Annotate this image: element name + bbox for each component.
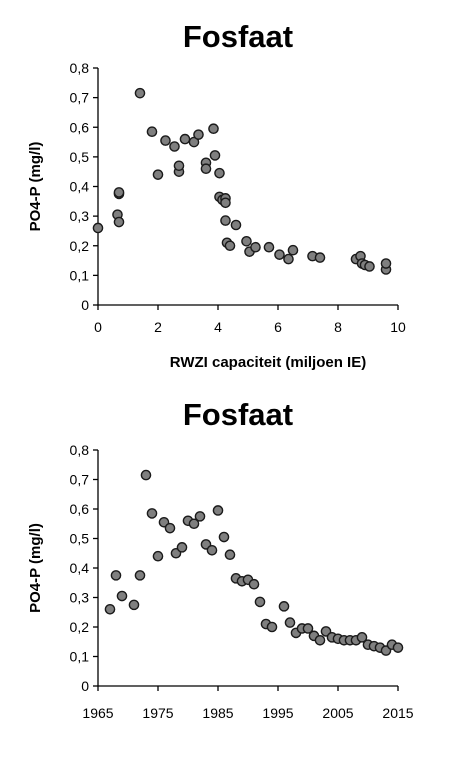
- data-point: [188, 518, 200, 530]
- x-tick-label: 2005: [322, 705, 353, 721]
- data-point: [113, 187, 125, 198]
- data-point: [208, 123, 219, 135]
- chart-year: Fosfaat 0 0,1 0,2 0,3 0,4 0,5 0,6 0,7 0,8 1965 1975…: [27, 397, 414, 721]
- data-point: [193, 129, 204, 140]
- data-point: [146, 508, 158, 519]
- data-point: [169, 141, 180, 152]
- y-axis-label: PO4-P (mg/l): [27, 142, 44, 232]
- y-tick-label: 0,8: [70, 442, 90, 458]
- x-tick-label: 1975: [142, 705, 173, 721]
- data-point: [194, 511, 206, 522]
- data-point: [392, 642, 404, 653]
- data-point: [212, 505, 224, 516]
- y-tick-label: 0,5: [70, 149, 90, 165]
- y-axis-label: PO4-P (mg/l): [27, 523, 44, 613]
- data-point: [220, 197, 231, 209]
- data-point: [176, 542, 188, 553]
- data-point: [283, 253, 294, 265]
- data-point: [364, 261, 375, 272]
- data-point: [140, 469, 152, 481]
- chart-title: Fosfaat: [183, 397, 293, 432]
- x-tick-label: 1965: [82, 705, 113, 721]
- chart-capacity: Fosfaat 0 0,1 0,2 0,3 0,4 0,5 0,6 0,7 0,8 0 2 4 6 8 10 P…: [27, 19, 406, 371]
- data-point: [263, 241, 275, 253]
- x-axis-label: RWZI capaciteit (miljoen IE): [170, 354, 366, 371]
- data-point: [220, 215, 231, 226]
- y-tick-label: 0: [81, 678, 89, 694]
- y-tick-label: 0,7: [70, 90, 90, 106]
- chart-title: Fosfaat: [183, 19, 293, 54]
- data-point: [356, 632, 368, 643]
- data-point: [218, 531, 230, 543]
- data-point: [230, 219, 242, 231]
- data-point: [254, 596, 266, 608]
- data-point: [278, 601, 290, 612]
- data-point: [287, 244, 299, 256]
- data-point: [224, 549, 236, 561]
- y-tick-label: 0,2: [70, 619, 90, 635]
- data-point: [284, 617, 296, 628]
- data-point: [160, 135, 171, 146]
- data-point: [214, 167, 225, 179]
- y-tick-label: 0: [81, 297, 89, 313]
- data-point: [152, 550, 164, 562]
- data-point: [128, 599, 140, 611]
- x-tick-label: 2: [154, 319, 162, 335]
- data-point: [134, 87, 146, 99]
- data-point: [314, 252, 326, 263]
- y-tick-label: 0,3: [70, 208, 90, 224]
- data-point: [274, 249, 285, 260]
- data-point: [164, 522, 176, 534]
- y-tick-label: 0,2: [70, 238, 90, 254]
- y-tick-label: 0,1: [70, 267, 90, 283]
- y-tick-label: 0,4: [70, 560, 90, 576]
- data-point: [209, 150, 221, 161]
- data-point: [110, 570, 122, 581]
- data-point: [113, 216, 125, 228]
- x-tick-label: 1995: [262, 705, 293, 721]
- data-point: [146, 126, 158, 137]
- data-point: [266, 621, 278, 633]
- data-point: [152, 169, 164, 180]
- y-tick-label: 0,1: [70, 649, 90, 665]
- data-point: [250, 241, 261, 253]
- x-tick-label: 2015: [382, 705, 413, 721]
- x-tick-label: 0: [94, 319, 102, 335]
- data-point: [200, 163, 212, 175]
- y-tick-label: 0,6: [70, 119, 90, 135]
- data-point: [206, 545, 218, 556]
- y-tick-label: 0,3: [70, 590, 90, 606]
- x-tick-label: 4: [214, 319, 222, 335]
- x-tick-label: 8: [334, 319, 342, 335]
- y-tick-label: 0,7: [70, 472, 90, 488]
- y-tick-label: 0,8: [70, 60, 90, 76]
- x-tick-label: 1985: [202, 705, 233, 721]
- data-point: [188, 136, 200, 148]
- y-tick-label: 0,5: [70, 531, 90, 547]
- data-point: [241, 236, 252, 247]
- y-tick-label: 0,6: [70, 501, 90, 517]
- data-point: [104, 604, 116, 615]
- x-tick-label: 10: [390, 319, 406, 335]
- data-point: [134, 570, 146, 581]
- data-point: [173, 160, 185, 172]
- data-point: [248, 578, 260, 590]
- x-tick-label: 6: [274, 319, 282, 335]
- data-point: [314, 634, 326, 646]
- data-point: [92, 222, 104, 234]
- data-point: [302, 623, 314, 634]
- y-tick-label: 0,4: [70, 179, 90, 195]
- data-point: [116, 590, 128, 602]
- data-point: [179, 133, 191, 145]
- data-point: [380, 258, 392, 269]
- data-point: [224, 240, 236, 252]
